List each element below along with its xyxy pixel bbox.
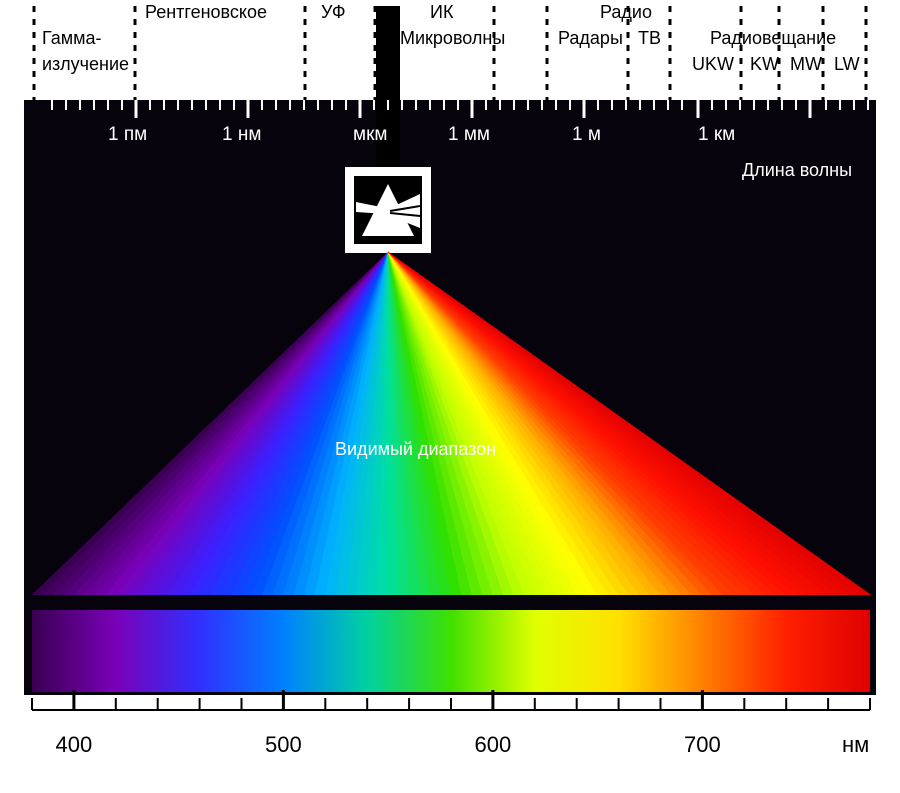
band-label: ИК	[430, 2, 454, 22]
band-label: Радио	[600, 2, 652, 22]
band-label: УФ	[321, 2, 346, 22]
ruler-top-label: 1 мм	[448, 124, 490, 145]
band-label: Гамма-	[42, 28, 102, 48]
bottom-unit-label: нм	[842, 732, 869, 757]
band-label: Микроволны	[400, 28, 505, 48]
visible-range-label: Видимый диапазон	[335, 439, 496, 459]
band-label: MW	[790, 54, 822, 74]
fan-bar-separator	[24, 595, 876, 609]
bottom-tick-label: 400	[56, 732, 93, 757]
band-label: KW	[750, 54, 779, 74]
ruler-top-label: мкм	[353, 124, 387, 145]
bottom-tick-label: 700	[684, 732, 721, 757]
band-label: излучение	[42, 54, 129, 74]
bottom-tick-label: 600	[475, 732, 512, 757]
band-label: ТВ	[638, 28, 661, 48]
ruler-top-label: 1 нм	[222, 124, 261, 145]
band-label: Радары	[558, 28, 623, 48]
band-label: LW	[834, 54, 860, 74]
ruler-top-label: 1 км	[698, 124, 735, 145]
bottom-tick-label: 500	[265, 732, 302, 757]
band-label: Рентгеновское	[145, 2, 267, 22]
spectrum-bar	[32, 610, 870, 692]
band-label: Радиовещание	[710, 28, 836, 48]
spectrum-diagram: Рентгеновское УФ ИК Радио Гамма- Микроволны Ра…	[0, 0, 900, 793]
ruler-top-label: 1 м	[572, 124, 601, 145]
ruler-top-label: 1 пм	[108, 124, 147, 145]
band-label: UKW	[692, 54, 734, 74]
wavelength-label: Длина волны	[742, 160, 852, 180]
